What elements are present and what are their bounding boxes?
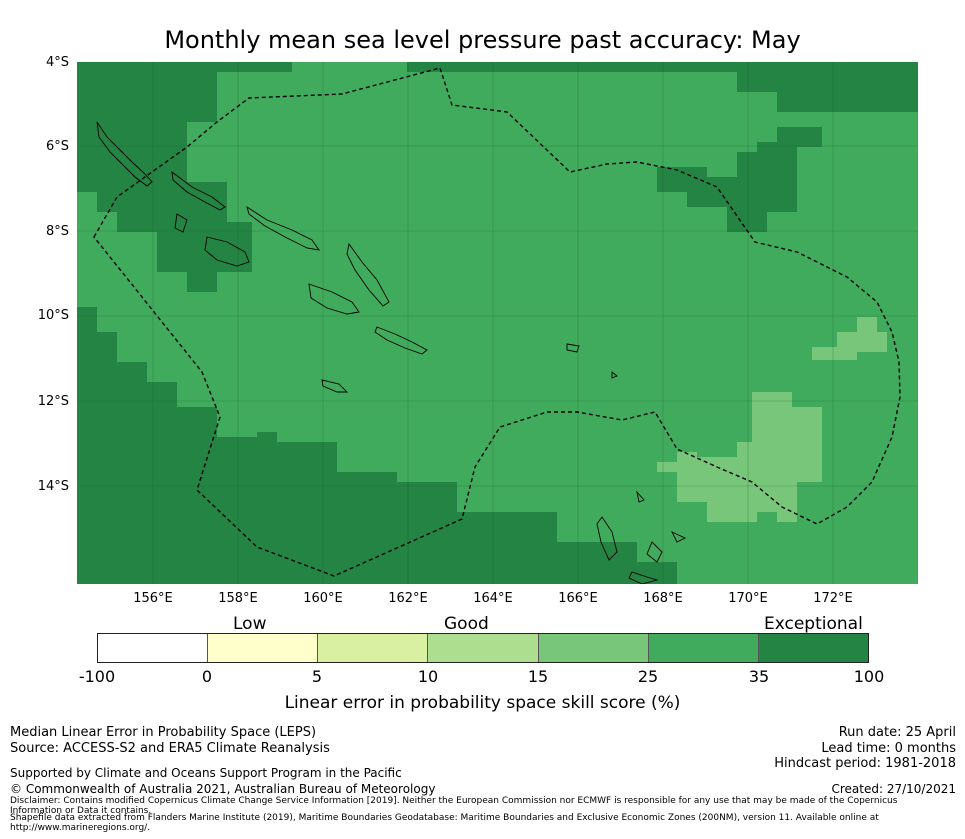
support-text: Supported by Climate and Oceans Support … <box>10 766 402 780</box>
colorbar-segment-1 <box>98 634 209 662</box>
category-low: Low <box>233 614 267 634</box>
exceptional-skill-regions <box>77 62 918 584</box>
colorbar-tick: -100 <box>78 667 116 686</box>
santa-ana-island <box>374 326 428 355</box>
colorbar-segment-5 <box>538 634 649 662</box>
rennell-island <box>321 379 349 393</box>
ambrym-island <box>628 571 659 584</box>
hindcast-text: Hindcast period: 1981-2018 <box>774 756 956 771</box>
lon-label-158e: 158°E <box>218 591 258 606</box>
category-good: Good <box>444 614 489 634</box>
colorbar-tick: 10 <box>417 667 439 686</box>
lead-time-text: Lead time: 0 months <box>821 741 956 756</box>
lat-label-12s: 12°S <box>37 394 69 409</box>
lon-label-170e: 170°E <box>728 591 768 606</box>
bougainville-island <box>96 121 153 187</box>
colorbar-segment-7 <box>758 634 868 662</box>
utupua-island <box>611 371 618 379</box>
graticule <box>77 62 918 584</box>
lon-label-160e: 160°E <box>303 591 343 606</box>
colorbar-segment-4 <box>428 634 539 662</box>
pentecost-island <box>671 531 687 543</box>
lon-label-156e: 156°E <box>133 591 173 606</box>
eez-boundary <box>93 67 901 577</box>
category-exceptional: Exceptional <box>764 614 863 634</box>
makira-island <box>308 283 360 315</box>
good-skill-regions <box>657 317 887 522</box>
lon-label-172e: 172°E <box>813 591 853 606</box>
isabel-island <box>246 205 320 251</box>
lat-label-6s: 6°S <box>45 139 69 154</box>
lon-label-166e: 166°E <box>558 591 598 606</box>
map-panel <box>77 62 918 584</box>
malaita-island <box>346 242 390 307</box>
santa-cruz-island <box>566 343 580 353</box>
source-text: Source: ACCESS-S2 and ERA5 Climate Reana… <box>10 741 330 756</box>
lat-label-10s: 10°S <box>37 308 69 323</box>
disclaimer-text: Disclaimer: Contains modified Copernicus… <box>10 796 898 816</box>
method-text: Median Linear Error in Probability Space… <box>10 725 317 740</box>
colorbar-tick: 0 <box>201 667 213 686</box>
choiseul-island <box>171 171 226 211</box>
lat-label-8s: 8°S <box>45 224 69 239</box>
colorbar-tick: 35 <box>748 667 770 686</box>
colorbar-tick: 25 <box>637 667 659 686</box>
banks-islands <box>636 490 645 503</box>
created-text: Created: 27/10/2021 <box>831 782 956 796</box>
colorbar-title: Linear error in probability space skill … <box>284 693 681 713</box>
lon-label-164e: 164°E <box>473 591 513 606</box>
malakula-island <box>646 541 663 563</box>
skill-map <box>77 62 918 584</box>
shapefile-text: Shapefile data extracted from Flanders M… <box>10 813 879 833</box>
colorbar-segment-3 <box>318 634 429 662</box>
copyright-text: © Commonwealth of Australia 2021, Austra… <box>10 782 436 796</box>
espiritu-santo-island <box>596 516 618 561</box>
lat-label-14s: 14°S <box>37 479 69 494</box>
colorbar-tick: 5 <box>311 667 323 686</box>
colorbar-segment-2 <box>208 634 319 662</box>
lon-label-162e: 162°E <box>388 591 428 606</box>
coastlines <box>96 121 687 584</box>
new-georgia-island <box>174 213 188 233</box>
lon-label-168e: 168°E <box>643 591 683 606</box>
colorbar <box>97 633 869 663</box>
colorbar-tick: 15 <box>527 667 549 686</box>
map-title: Monthly mean sea level pressure past acc… <box>164 26 801 54</box>
colorbar-tick: 100 <box>853 667 885 686</box>
colorbar-segment-6 <box>648 634 759 662</box>
run-date-text: Run date: 25 April <box>838 725 956 740</box>
guadalcanal-island <box>204 236 250 267</box>
lat-label-4s: 4°S <box>45 55 69 70</box>
